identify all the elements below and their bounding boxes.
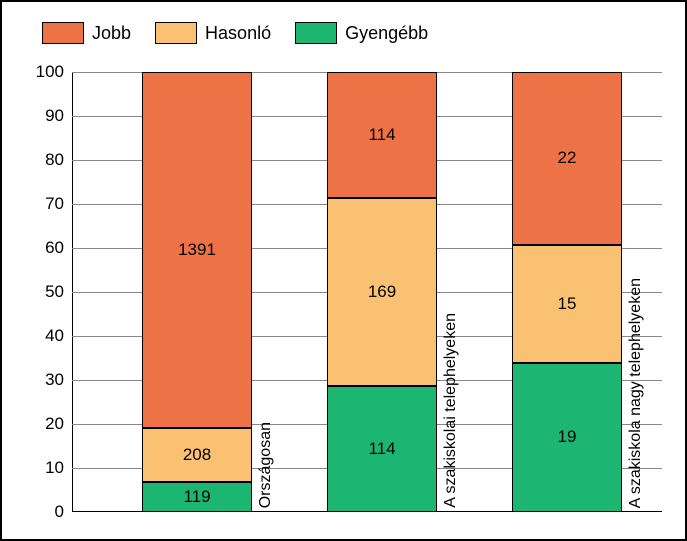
category-label: Országosan — [257, 422, 275, 508]
bar-group: 114 169 114 — [327, 72, 437, 512]
chart-container: Jobb Hasonló Gyengébb 0 10 20 30 40 50 60 70 80 9… — [0, 0, 687, 541]
bar-value: 22 — [558, 148, 577, 168]
bar-value: 119 — [183, 487, 210, 507]
bar-segment-jobb: 114 — [327, 72, 437, 198]
bar-segment-gyengebb: 19 — [512, 363, 622, 512]
legend-swatch-hasonlo — [155, 22, 197, 44]
category-label: A szakiskolai telephelyeken — [442, 313, 460, 508]
bar-value: 114 — [368, 125, 395, 145]
legend-swatch-gyengebb — [295, 22, 337, 44]
y-tick-label: 30 — [24, 370, 64, 390]
bar-segment-gyengebb: 114 — [327, 386, 437, 512]
y-tick-label: 50 — [24, 282, 64, 302]
plot-area: 01020304050607080901001192081391Országos… — [72, 72, 662, 512]
bar-value: 15 — [558, 294, 577, 314]
bar-group: 119 208 1391 — [142, 72, 252, 512]
legend-item-jobb: Jobb — [42, 22, 131, 44]
bar-value: 114 — [368, 439, 395, 459]
legend-swatch-jobb — [42, 22, 84, 44]
bar-value: 1391 — [178, 240, 216, 260]
bar-segment-jobb: 22 — [512, 72, 622, 245]
bar-value: 19 — [558, 427, 577, 447]
legend-item-gyengebb: Gyengébb — [295, 22, 428, 44]
bar-group: 19 15 22 — [512, 72, 622, 512]
y-tick-label: 10 — [24, 458, 64, 478]
bar-segment-gyengebb: 119 — [142, 482, 252, 512]
y-tick-label: 70 — [24, 194, 64, 214]
y-tick-label: 20 — [24, 414, 64, 434]
legend-label-gyengebb: Gyengébb — [345, 23, 428, 44]
y-tick-label: 80 — [24, 150, 64, 170]
bar-segment-hasonlo: 15 — [512, 245, 622, 363]
category-label: A szakiskola nagy telephelyeken — [627, 278, 645, 508]
bar-segment-jobb: 1391 — [142, 72, 252, 428]
y-tick-label: 90 — [24, 106, 64, 126]
bar-value: 208 — [183, 445, 211, 465]
legend-label-jobb: Jobb — [92, 23, 131, 44]
legend-label-hasonlo: Hasonló — [205, 23, 271, 44]
legend-item-hasonlo: Hasonló — [155, 22, 271, 44]
legend: Jobb Hasonló Gyengébb — [42, 22, 428, 44]
y-tick-label: 0 — [24, 502, 64, 522]
bar-value: 169 — [368, 282, 396, 302]
y-tick-label: 100 — [24, 62, 64, 82]
bar-segment-hasonlo: 169 — [327, 198, 437, 385]
y-tick-label: 40 — [24, 326, 64, 346]
bar-segment-hasonlo: 208 — [142, 428, 252, 481]
y-tick-label: 60 — [24, 238, 64, 258]
